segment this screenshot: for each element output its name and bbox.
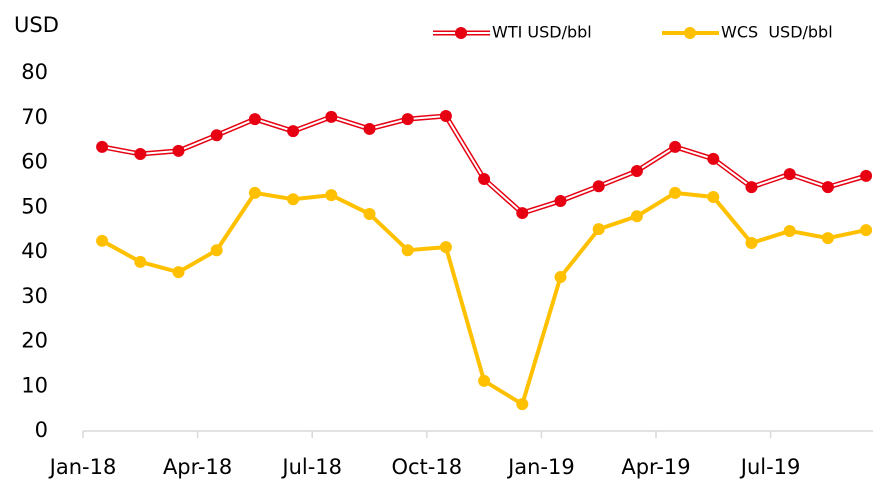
point [478, 173, 491, 186]
point [287, 193, 300, 206]
x-tick-label: Jul-19 [739, 455, 801, 479]
legend-label: WTI USD/bbl [492, 23, 592, 42]
point [287, 125, 300, 138]
y-tick-label: 30 [21, 284, 48, 308]
point [592, 223, 605, 236]
y-tick-label: 60 [21, 150, 48, 174]
point [554, 194, 567, 207]
point [860, 224, 873, 237]
y-tick-label: 20 [21, 329, 48, 353]
x-tick-label: Oct-18 [391, 455, 462, 479]
point [630, 165, 643, 178]
legend-marker [455, 27, 467, 39]
point [96, 140, 109, 153]
point [783, 224, 796, 237]
y-tick-label: 70 [21, 105, 48, 129]
point [439, 241, 452, 254]
point [172, 144, 185, 157]
point [554, 271, 567, 284]
point [363, 207, 376, 220]
point [248, 113, 261, 126]
point [669, 140, 682, 153]
x-tick-label: Apr-18 [163, 455, 232, 479]
point [172, 266, 185, 279]
legend-label: WCS USD/bbl [721, 23, 833, 42]
point [516, 207, 529, 220]
point [134, 147, 147, 160]
y-tick-label: 10 [21, 373, 48, 397]
point [860, 169, 873, 182]
x-tick-label: Jan-18 [48, 455, 117, 479]
point [707, 190, 720, 203]
y-axis-label: USD [14, 13, 59, 37]
point [478, 374, 491, 387]
point [745, 237, 758, 250]
x-tick-label: Jan-19 [506, 455, 575, 479]
point [401, 113, 414, 126]
point [401, 244, 414, 257]
point [210, 244, 223, 257]
y-tick-label: 50 [21, 194, 48, 218]
legend-marker [684, 27, 696, 39]
y-tick-label: 40 [21, 239, 48, 263]
point [439, 109, 452, 122]
point [325, 110, 338, 123]
point [516, 398, 529, 411]
point [669, 186, 682, 199]
point [821, 181, 834, 194]
point [96, 234, 109, 247]
point [592, 180, 605, 193]
point [325, 189, 338, 202]
point [783, 168, 796, 181]
x-tick-label: Jul-18 [280, 455, 342, 479]
point [210, 129, 223, 142]
point [707, 152, 720, 165]
point [745, 181, 758, 194]
y-tick-label: 0 [35, 418, 48, 442]
point [248, 186, 261, 199]
point [363, 122, 376, 135]
point [134, 255, 147, 268]
point [821, 232, 834, 245]
series-line [101, 190, 867, 408]
y-tick-label: 80 [21, 60, 48, 84]
point [630, 210, 643, 223]
x-tick-label: Apr-19 [621, 455, 690, 479]
